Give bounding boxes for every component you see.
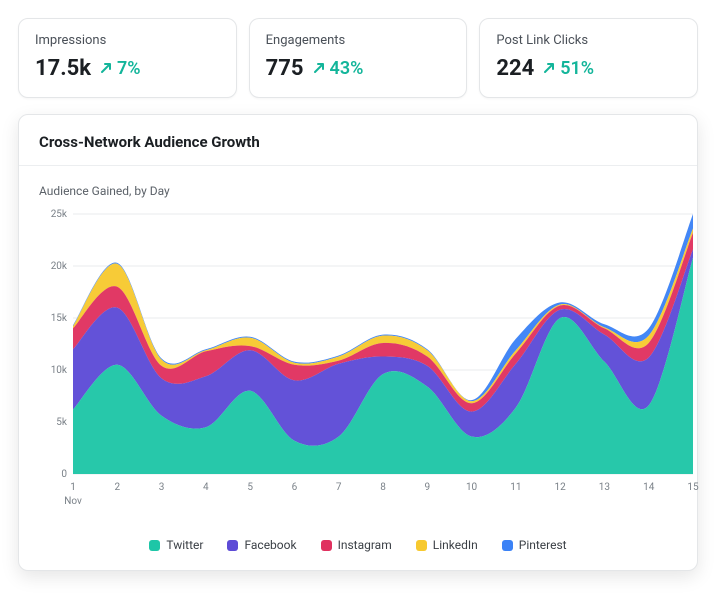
trend-up-icon — [312, 61, 326, 75]
chart-title: Cross-Network Audience Growth — [19, 115, 697, 166]
svg-text:14: 14 — [643, 482, 655, 493]
svg-text:15: 15 — [687, 482, 699, 493]
svg-text:11: 11 — [510, 482, 521, 493]
kpi-delta: 43% — [330, 58, 364, 79]
legend-label: Twitter — [166, 538, 203, 552]
kpi-value: 224 — [496, 56, 534, 81]
svg-text:10: 10 — [466, 482, 478, 493]
chart-legend: Twitter Facebook Instagram LinkedIn Pinteres… — [19, 524, 697, 556]
legend-label: Instagram — [338, 538, 392, 552]
chart-card: Cross-Network Audience Growth Audience G… — [18, 114, 698, 571]
legend-label: LinkedIn — [433, 538, 478, 552]
svg-text:7: 7 — [336, 482, 342, 493]
svg-text:Nov: Nov — [64, 496, 82, 507]
kpi-trend: 51% — [542, 58, 594, 79]
kpi-trend: 7% — [99, 58, 141, 79]
legend-swatch — [416, 540, 427, 551]
svg-text:9: 9 — [424, 482, 430, 493]
legend-item[interactable]: Instagram — [321, 538, 392, 552]
svg-text:20k: 20k — [51, 261, 68, 272]
legend-swatch — [321, 540, 332, 551]
svg-text:4: 4 — [203, 482, 209, 493]
chart-area: 05k10k15k20k25k123456789101112131415Nov — [19, 204, 697, 524]
svg-text:10k: 10k — [51, 365, 68, 376]
legend-item[interactable]: Pinterest — [502, 538, 567, 552]
legend-swatch — [502, 540, 513, 551]
kpi-value: 775 — [266, 56, 304, 81]
chart-subtitle: Audience Gained, by Day — [19, 166, 697, 204]
kpi-title: Post Link Clicks — [496, 33, 681, 48]
kpi-card-engagements: Engagements 775 43% — [249, 18, 468, 98]
kpi-trend: 43% — [312, 58, 364, 79]
legend-item[interactable]: Facebook — [227, 538, 296, 552]
kpi-card-impressions: Impressions 17.5k 7% — [18, 18, 237, 98]
svg-text:5k: 5k — [56, 417, 68, 428]
svg-text:3: 3 — [159, 482, 165, 493]
svg-text:6: 6 — [292, 482, 298, 493]
kpi-value-row: 224 51% — [496, 56, 681, 81]
svg-text:15k: 15k — [51, 313, 68, 324]
legend-item[interactable]: LinkedIn — [416, 538, 478, 552]
svg-text:8: 8 — [380, 482, 386, 493]
legend-label: Pinterest — [519, 538, 567, 552]
kpi-title: Engagements — [266, 33, 451, 48]
kpi-delta: 51% — [560, 58, 594, 79]
svg-text:12: 12 — [555, 482, 567, 493]
kpi-card-post-link-clicks: Post Link Clicks 224 51% — [479, 18, 698, 98]
kpi-row: Impressions 17.5k 7% Engagements 775 43%… — [18, 18, 698, 98]
audience-growth-chart: 05k10k15k20k25k123456789101112131415Nov — [39, 208, 703, 520]
legend-label: Facebook — [244, 538, 296, 552]
legend-item[interactable]: Twitter — [149, 538, 203, 552]
kpi-value-row: 17.5k 7% — [35, 56, 220, 81]
trend-up-icon — [542, 61, 556, 75]
svg-text:0: 0 — [61, 469, 67, 480]
kpi-value-row: 775 43% — [266, 56, 451, 81]
trend-up-icon — [99, 61, 113, 75]
legend-swatch — [149, 540, 160, 551]
svg-text:25k: 25k — [51, 209, 68, 220]
svg-text:5: 5 — [247, 482, 253, 493]
svg-text:13: 13 — [599, 482, 610, 493]
svg-text:2: 2 — [114, 482, 120, 493]
svg-text:1: 1 — [70, 482, 76, 493]
kpi-value: 17.5k — [35, 56, 91, 81]
kpi-title: Impressions — [35, 33, 220, 48]
kpi-delta: 7% — [117, 58, 141, 79]
legend-swatch — [227, 540, 238, 551]
